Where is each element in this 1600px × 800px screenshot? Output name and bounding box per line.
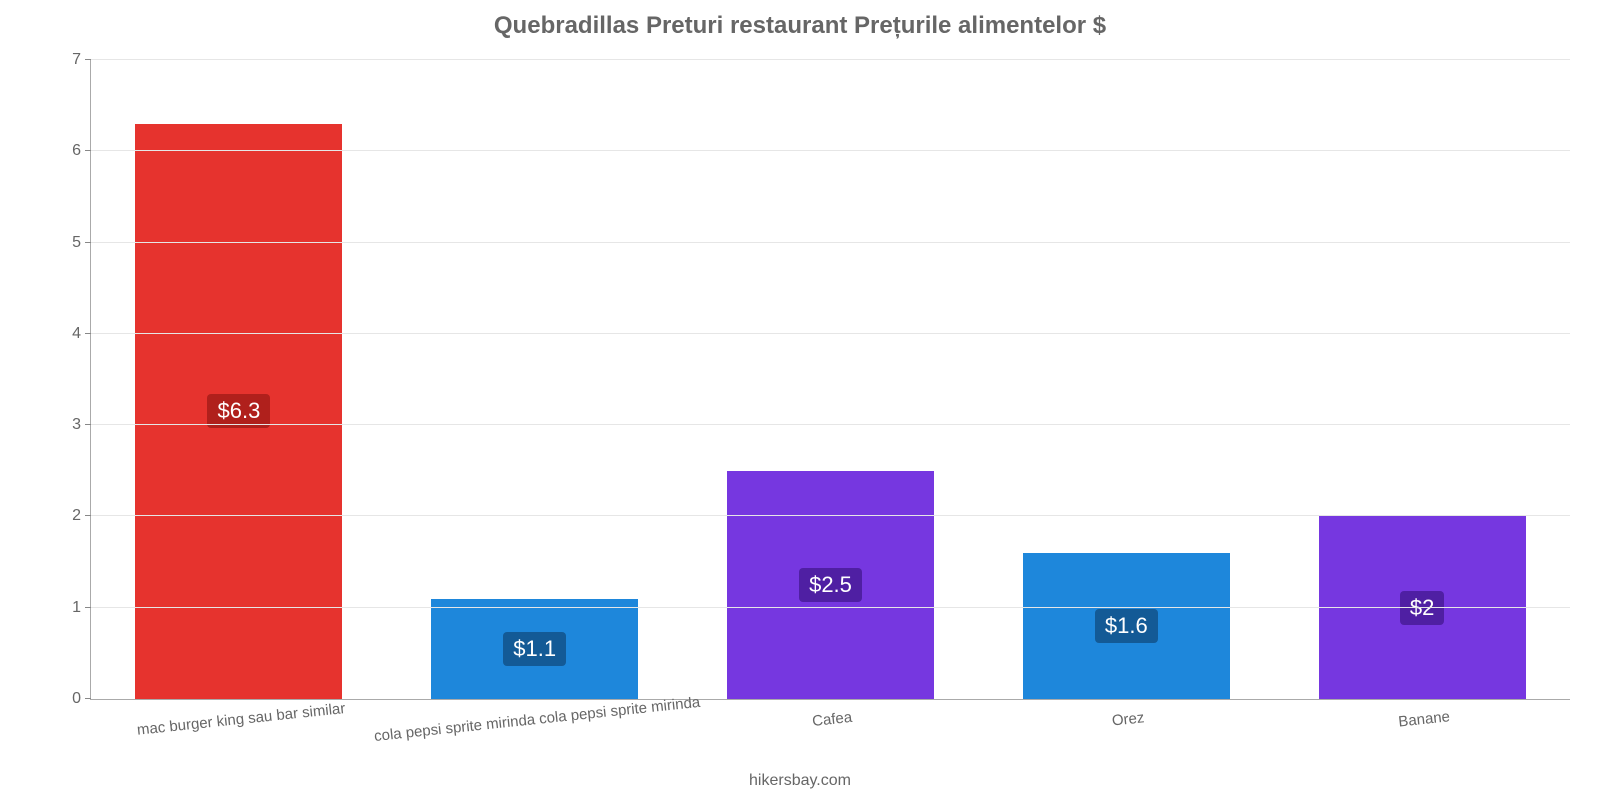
ytick-mark (85, 515, 91, 516)
gridline (91, 424, 1570, 425)
gridline (91, 150, 1570, 151)
bar: $2.5 (727, 471, 934, 699)
ytick-label: 3 (72, 416, 91, 434)
ytick-label: 4 (72, 325, 91, 343)
ytick-mark (85, 333, 91, 334)
bars-container: $6.3mac burger king sau bar similar$1.1c… (91, 60, 1570, 699)
ytick-label: 7 (72, 51, 91, 69)
bar-slot: $6.3mac burger king sau bar similar (91, 60, 387, 699)
chart-title: Quebradillas Preturi restaurant Prețuril… (0, 0, 1600, 40)
bar-value-label: $1.6 (1095, 609, 1158, 643)
xtick-label: Banane (1396, 696, 1450, 730)
ytick-mark (85, 698, 91, 699)
chart-footer: hikersbay.com (0, 772, 1600, 790)
ytick-mark (85, 242, 91, 243)
ytick-mark (85, 607, 91, 608)
ytick-mark (85, 150, 91, 151)
bar-value-label: $2 (1400, 591, 1444, 625)
ytick-mark (85, 59, 91, 60)
bar: $1.6 (1023, 553, 1230, 699)
ytick-label: 6 (72, 142, 91, 160)
bar-slot: $2Banane (1274, 60, 1570, 699)
chart-plot-area: $6.3mac burger king sau bar similar$1.1c… (90, 60, 1570, 700)
bar: $2 (1319, 516, 1526, 699)
ytick-label: 1 (72, 599, 91, 617)
bar: $6.3 (135, 124, 342, 699)
bar-slot: $1.6Orez (978, 60, 1274, 699)
bar-slot: $1.1cola pepsi sprite mirinda cola pepsi… (387, 60, 683, 699)
gridline (91, 242, 1570, 243)
ytick-label: 2 (72, 507, 91, 525)
gridline (91, 607, 1570, 608)
gridline (91, 333, 1570, 334)
gridline (91, 59, 1570, 60)
ytick-label: 0 (72, 690, 91, 708)
bar-value-label: $1.1 (503, 632, 566, 666)
xtick-label: Orez (1110, 697, 1145, 729)
gridline (91, 515, 1570, 516)
xtick-label: Cafea (811, 697, 854, 730)
bar-value-label: $2.5 (799, 568, 862, 602)
bar: $1.1 (431, 599, 638, 699)
ytick-label: 5 (72, 234, 91, 252)
bar-slot: $2.5Cafea (683, 60, 979, 699)
ytick-mark (85, 424, 91, 425)
